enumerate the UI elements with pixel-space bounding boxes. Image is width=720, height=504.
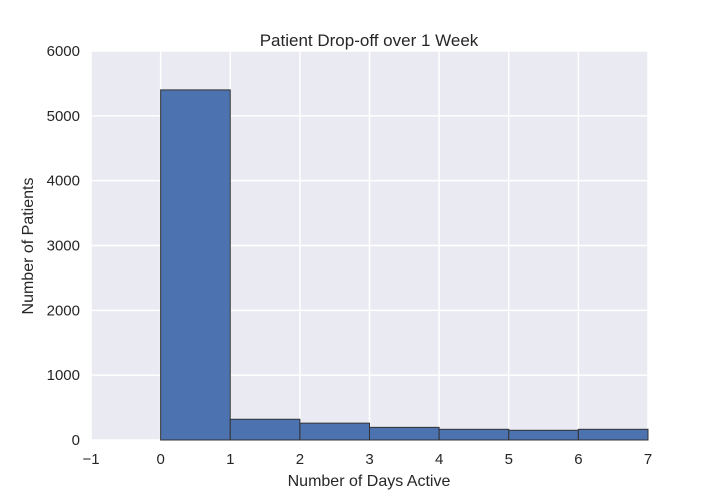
x-tick-label: 5 xyxy=(505,451,513,468)
histogram-bar xyxy=(438,428,510,441)
y-tick-label: 4000 xyxy=(47,173,80,190)
histogram-bar xyxy=(299,422,370,441)
y-axis-label: Number of Patients xyxy=(20,178,37,315)
x-tick-label: 0 xyxy=(156,451,164,468)
x-tick-label: −1 xyxy=(82,451,99,468)
x-tick-label: 2 xyxy=(296,451,304,468)
histogram-bar xyxy=(160,89,231,441)
y-tick-label: 1000 xyxy=(47,367,80,384)
y-tick-label: 3000 xyxy=(47,238,80,255)
x-tick-label: 4 xyxy=(435,451,443,468)
x-tick-label: 7 xyxy=(644,451,652,468)
y-tick-label: 6000 xyxy=(47,43,80,60)
histogram-bar xyxy=(577,428,649,441)
y-tick-label: 5000 xyxy=(47,108,80,125)
histogram-bar xyxy=(508,429,579,441)
x-tick-label: 6 xyxy=(574,451,582,468)
x-tick-label: 1 xyxy=(226,451,234,468)
histogram-bar xyxy=(369,426,440,441)
x-tick-label: 3 xyxy=(365,451,373,468)
y-tick-labels: 0 1000 2000 3000 4000 5000 6000 xyxy=(47,43,80,449)
y-tick-label: 0 xyxy=(72,432,80,449)
x-tick-labels: −1 0 1 2 3 4 5 6 7 xyxy=(82,451,652,468)
x-axis-label: Number of Days Active xyxy=(288,473,451,490)
chart-title: Patient Drop-off over 1 Week xyxy=(260,31,479,50)
histogram-bar xyxy=(229,418,301,441)
y-tick-label: 2000 xyxy=(47,302,80,319)
histogram-bars xyxy=(160,89,649,441)
